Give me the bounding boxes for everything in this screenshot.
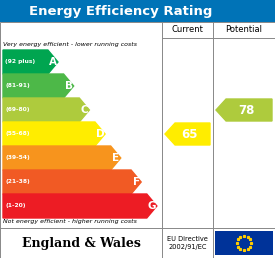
Bar [215,231,273,255]
Text: (92 plus): (92 plus) [5,60,35,64]
Text: D: D [96,129,104,139]
Text: (21-38): (21-38) [5,180,30,184]
Text: E: E [112,153,119,163]
Text: F: F [133,177,140,187]
Text: G: G [148,201,156,211]
Text: (81-91): (81-91) [5,84,30,88]
Polygon shape [216,99,272,121]
Text: Not energy efficient - higher running costs: Not energy efficient - higher running co… [3,219,137,224]
Text: 78: 78 [238,103,254,117]
Text: EU Directive
2002/91/EC: EU Directive 2002/91/EC [167,236,208,250]
Polygon shape [3,122,105,146]
Text: Energy Efficiency Rating: Energy Efficiency Rating [29,4,213,18]
Text: 65: 65 [181,127,198,141]
Polygon shape [3,50,58,74]
Text: Current: Current [172,26,204,35]
Polygon shape [3,74,74,98]
Text: England & Wales: England & Wales [21,237,141,249]
Text: A: A [49,57,57,67]
Polygon shape [3,98,89,122]
Text: (1-20): (1-20) [5,204,26,208]
Polygon shape [3,194,157,218]
Text: (39-54): (39-54) [5,156,30,160]
Polygon shape [3,146,121,170]
Text: (69-80): (69-80) [5,108,29,112]
Polygon shape [165,123,210,145]
Polygon shape [3,170,141,194]
Text: B: B [65,81,73,91]
Text: Very energy efficient - lower running costs: Very energy efficient - lower running co… [3,42,137,47]
Text: (55-68): (55-68) [5,132,29,136]
Bar [0,0,275,22]
Text: Potential: Potential [226,26,263,35]
Text: C: C [81,105,88,115]
